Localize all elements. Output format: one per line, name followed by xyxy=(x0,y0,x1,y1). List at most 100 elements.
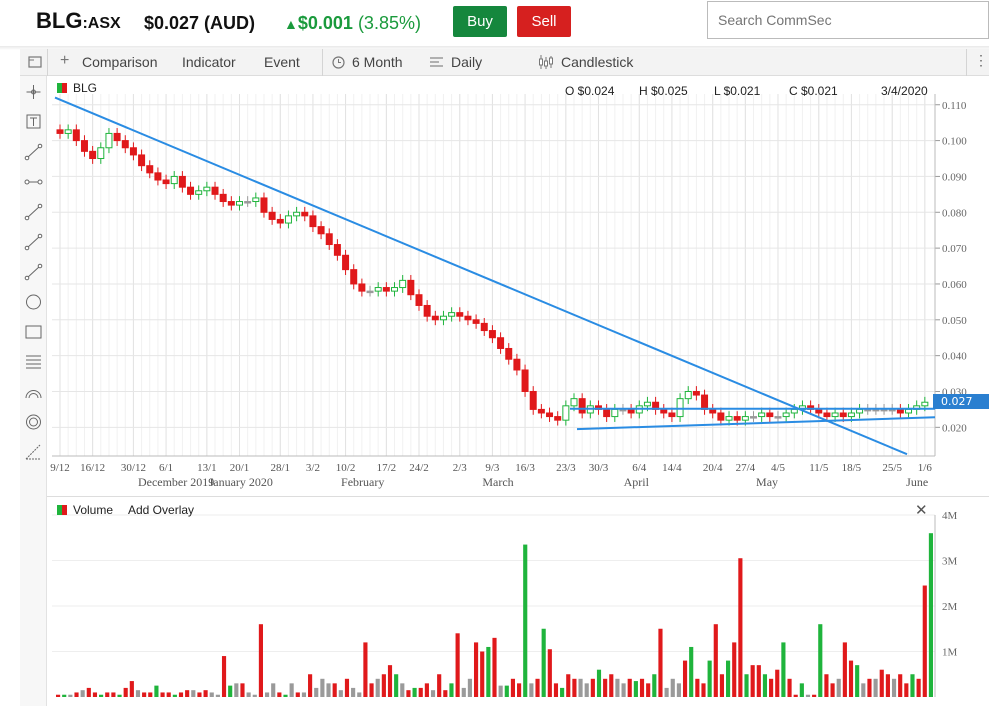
x-tick-label: 1/6 xyxy=(918,462,933,474)
volume-bar xyxy=(566,674,571,697)
candle-body xyxy=(684,390,692,400)
volume-chart-svg[interactable]: 4M 3M 2M 1M xyxy=(47,497,989,707)
buy-button[interactable]: Buy xyxy=(453,6,507,37)
x-tick-label: 25/5 xyxy=(882,462,902,474)
toolbar-separator xyxy=(322,49,323,76)
y-tick-label: 0.040 xyxy=(942,351,967,363)
volume-bar xyxy=(541,628,546,697)
volume-panel: 4M 3M 2M 1M Volume Add Overlay ✕ xyxy=(47,496,989,707)
dot xyxy=(37,203,43,209)
volume-bar xyxy=(123,687,128,697)
volume-bar xyxy=(252,694,257,697)
sell-button[interactable]: Sell xyxy=(517,6,571,37)
text-tool-icon xyxy=(26,114,41,129)
price-chart[interactable]: 9/12 16/12 30/12 6/1 13/1 20/1 28/1 3/2 10/2 17/2… xyxy=(47,76,989,496)
candle-body xyxy=(146,165,154,174)
candle-body xyxy=(293,211,301,217)
candle-body xyxy=(831,412,839,418)
volume-bar xyxy=(799,683,804,697)
header-shadow xyxy=(0,46,989,50)
month-label: March xyxy=(482,475,513,489)
candle-body xyxy=(717,412,725,421)
candle-body xyxy=(464,315,472,321)
volume-bar xyxy=(621,683,626,697)
more-options-icon[interactable]: ⋮ xyxy=(974,52,988,68)
arrow-tool-icon xyxy=(24,263,43,281)
volume-bar xyxy=(750,665,755,697)
candle-body xyxy=(276,218,284,224)
dot xyxy=(37,233,43,239)
price-chart-svg[interactable]: 9/12 16/12 30/12 6/1 13/1 20/1 28/1 3/2 10/2 17/2… xyxy=(47,76,989,496)
x-tick-label: 24/2 xyxy=(409,462,429,474)
layout-icon[interactable] xyxy=(28,55,42,69)
text-box xyxy=(26,114,41,129)
volume-bar xyxy=(338,690,343,697)
x-tick-label: 30/12 xyxy=(121,462,146,474)
volume-bar xyxy=(381,674,386,697)
indicator-button[interactable]: Indicator xyxy=(182,54,236,70)
volume-bar xyxy=(879,669,884,697)
x-tick-label: 30/3 xyxy=(589,462,609,474)
volume-bar xyxy=(295,692,300,697)
drawing-toolbar xyxy=(20,76,47,706)
volume-bar xyxy=(738,558,743,697)
volume-bar xyxy=(885,674,890,697)
candle-body xyxy=(578,398,586,414)
volume-bar xyxy=(455,633,460,697)
volume-bar xyxy=(510,678,516,697)
candle-body xyxy=(391,287,399,292)
event-button[interactable]: Event xyxy=(264,54,300,70)
range-selector[interactable]: 6 Month xyxy=(352,54,403,70)
chart-type-selector[interactable]: Candlestick xyxy=(561,54,634,70)
comparison-button[interactable]: Comparison xyxy=(82,54,158,70)
volume-bar xyxy=(707,660,712,697)
chart-background xyxy=(47,76,989,496)
volume-bar xyxy=(400,683,405,697)
x-tick-label: 6/4 xyxy=(632,462,647,474)
volume-bar xyxy=(160,692,165,697)
volume-bar xyxy=(449,683,454,697)
volume-bar xyxy=(732,642,737,697)
candle-body xyxy=(89,150,97,160)
volume-bar xyxy=(584,683,589,697)
volume-bar xyxy=(344,678,350,697)
candle-body xyxy=(325,233,333,246)
add-overlay-button[interactable]: Add Overlay xyxy=(128,503,195,517)
candle-body xyxy=(252,197,260,203)
circle-shape xyxy=(26,294,41,310)
candle-body xyxy=(627,408,635,414)
close-icon[interactable]: ✕ xyxy=(915,502,928,519)
interval-selector[interactable]: Daily xyxy=(451,54,483,70)
volume-bar xyxy=(215,694,220,697)
measure-tool-icon xyxy=(25,444,41,460)
search-input[interactable] xyxy=(707,1,989,39)
y-tick-label: 0.100 xyxy=(942,136,967,148)
volume-bar xyxy=(461,687,466,697)
volume-bar xyxy=(701,683,706,697)
candle-body xyxy=(766,412,774,418)
volume-title: Volume xyxy=(73,503,114,517)
series-label: BLG xyxy=(73,81,98,95)
candle-body xyxy=(537,408,545,414)
volume-bar xyxy=(185,690,190,697)
volume-bar xyxy=(713,624,718,697)
volume-bar xyxy=(596,669,602,697)
candle-body xyxy=(782,412,790,418)
rect-shape xyxy=(25,325,42,339)
candle-body xyxy=(301,211,309,217)
volume-bar xyxy=(547,649,552,697)
volume-bar xyxy=(639,678,645,697)
candle-body xyxy=(847,412,855,418)
x-tick-label: 10/2 xyxy=(336,462,356,474)
tool-line xyxy=(26,145,41,159)
candle-body xyxy=(203,186,211,192)
volume-bar xyxy=(148,692,153,697)
toolbar-separator xyxy=(966,49,967,76)
volume-bar xyxy=(744,674,749,697)
candle-body xyxy=(154,172,162,181)
volume-bar xyxy=(769,678,774,697)
volume-bar xyxy=(553,683,559,697)
candle-body xyxy=(643,401,651,407)
volume-bar xyxy=(351,687,356,697)
volume-bar xyxy=(406,690,411,697)
